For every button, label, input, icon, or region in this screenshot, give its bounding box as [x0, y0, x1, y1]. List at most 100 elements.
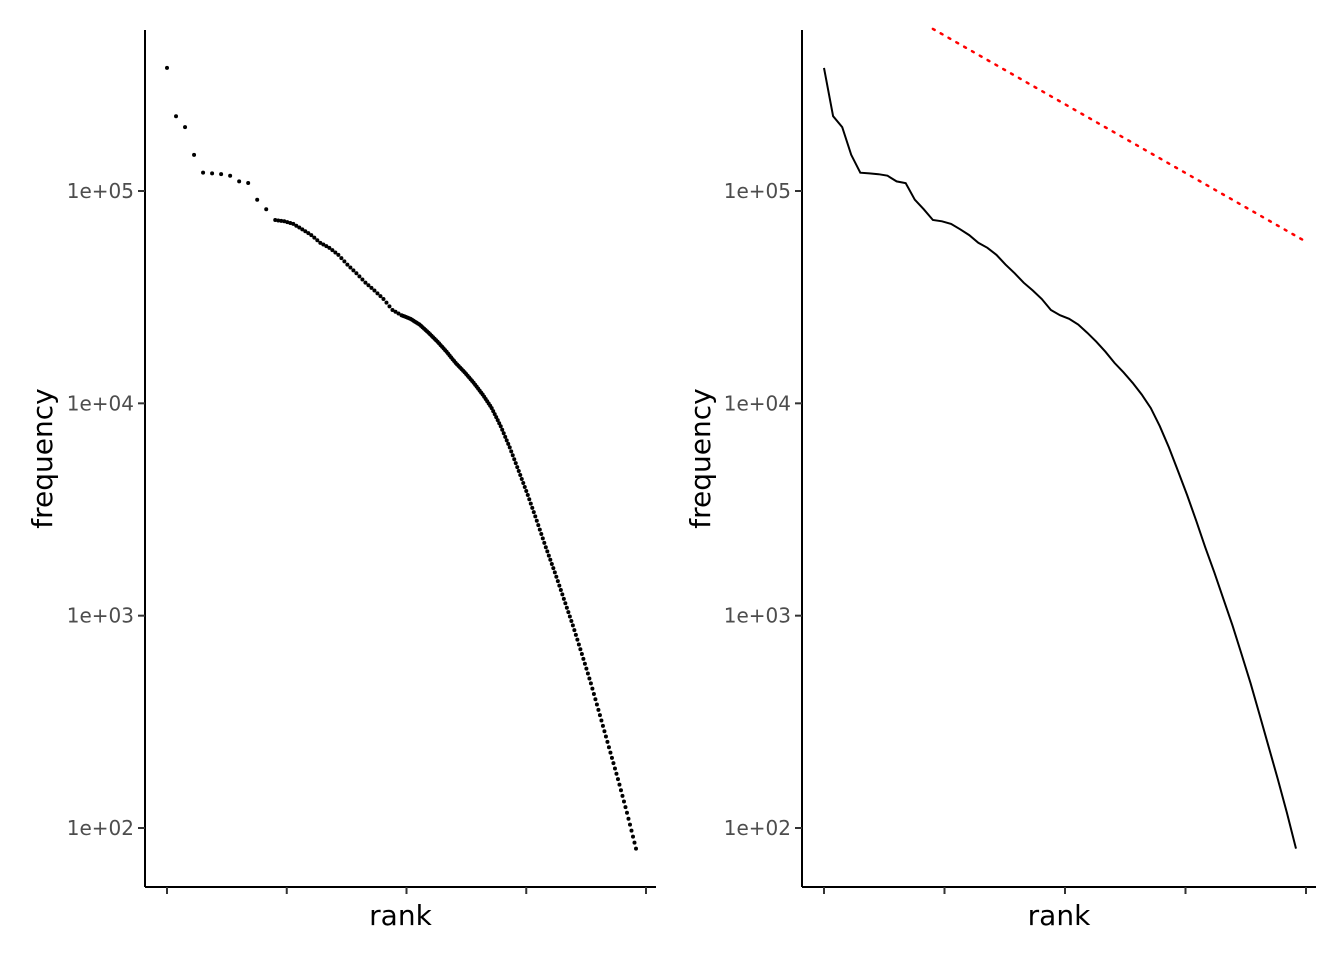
scatter-point — [327, 245, 332, 250]
scatter-point — [575, 637, 580, 642]
scatter-point — [614, 771, 619, 776]
scatter-point — [291, 221, 296, 226]
scatter-point — [174, 114, 179, 119]
scatter-point — [210, 171, 215, 176]
scatter-point — [563, 601, 568, 606]
scatter-point — [549, 561, 554, 566]
scatter-point — [192, 152, 197, 157]
scatter-point — [564, 605, 569, 610]
scatter-point — [615, 777, 620, 782]
scatter-point — [312, 235, 317, 240]
scatter-point — [525, 493, 530, 498]
y-tick-label: 1e+03 — [724, 604, 791, 628]
scatter-point — [336, 252, 341, 257]
fitted-power-law-line — [931, 27, 1307, 243]
scatter-point — [612, 766, 617, 771]
scatter-point — [279, 218, 284, 223]
scatter-point — [596, 707, 601, 712]
scatter-point — [521, 481, 526, 486]
scatter-point — [626, 816, 631, 821]
scatter-point — [572, 628, 577, 633]
scatter-point — [509, 449, 514, 454]
scatter-point — [282, 219, 287, 224]
scatter-point — [576, 642, 581, 647]
scatter-point — [519, 477, 524, 482]
scatter-point — [506, 441, 511, 446]
scatter-point — [600, 723, 605, 728]
scatter-point — [543, 545, 548, 550]
scatter-point — [375, 291, 380, 296]
scatter-point — [602, 729, 607, 734]
scatter-point — [306, 231, 311, 236]
y-tick-label: 1e+02 — [724, 816, 791, 840]
scatter-point — [498, 424, 503, 429]
scatter-point — [620, 793, 625, 798]
scatter-point — [518, 473, 523, 478]
scatter-point — [524, 489, 529, 494]
scatter-point — [570, 623, 575, 628]
scatter-point — [609, 755, 614, 760]
scatter-point — [489, 406, 494, 411]
scatter-point — [494, 415, 499, 420]
scatter-point — [246, 181, 251, 186]
scatter-point — [513, 461, 518, 466]
scatter-point — [527, 497, 532, 502]
scatter-point — [627, 822, 632, 827]
scatter-point — [624, 810, 629, 815]
scatter-point — [300, 227, 305, 232]
scatter-point — [345, 262, 350, 267]
scatter-point — [512, 457, 517, 462]
scatter-point — [536, 523, 541, 528]
scatter-point — [330, 248, 335, 253]
scatter-point — [584, 666, 589, 671]
scatter-point — [339, 256, 344, 261]
scatter-point — [165, 65, 169, 70]
scatter-point — [546, 553, 551, 558]
frequency-line — [823, 67, 1297, 849]
scatter-point — [579, 651, 584, 656]
scatter-point — [390, 308, 395, 313]
scatter-point — [629, 828, 634, 833]
scatter-point — [555, 579, 560, 584]
scatter-point — [324, 244, 329, 249]
scatter-point — [285, 220, 290, 225]
scatter-point — [516, 469, 521, 474]
scatter-point — [366, 283, 371, 288]
scatter-point — [515, 465, 520, 470]
scatter-point — [354, 271, 359, 276]
scatter-point — [294, 223, 299, 228]
scatter-point — [554, 574, 559, 579]
scatter-point — [542, 540, 547, 545]
scatter-point — [303, 229, 308, 234]
scatter-point — [360, 277, 365, 282]
scatter-point — [255, 197, 260, 202]
scatter-point — [363, 280, 368, 285]
scatter-point — [599, 718, 604, 723]
scatter-point — [561, 596, 566, 601]
scatter-point — [342, 259, 347, 264]
scatter-point — [288, 221, 293, 226]
scatter-point — [634, 846, 638, 851]
scatter-point — [593, 697, 598, 702]
scatter-point — [264, 207, 269, 212]
scatter-point — [534, 518, 539, 523]
y-tick-label: 1e+04 — [67, 391, 134, 415]
scatter-point — [183, 125, 188, 130]
scatter-point — [569, 618, 574, 623]
scatter-point — [552, 570, 557, 575]
scatter-point — [617, 782, 622, 787]
scatter-point — [381, 297, 386, 302]
scatter-point — [297, 225, 302, 230]
scatter-point — [632, 840, 637, 845]
scatter-point — [545, 549, 550, 554]
scatter-point — [333, 250, 338, 255]
scatter-point — [581, 656, 586, 661]
scatter-point — [503, 434, 508, 439]
scatter-point — [348, 265, 353, 270]
scatter-point — [597, 713, 602, 718]
scatter-point — [606, 745, 611, 750]
scatter-point — [497, 421, 502, 426]
y-tick-label: 1e+04 — [724, 391, 791, 415]
scatter-point — [567, 614, 572, 619]
scatter-point — [605, 739, 610, 744]
